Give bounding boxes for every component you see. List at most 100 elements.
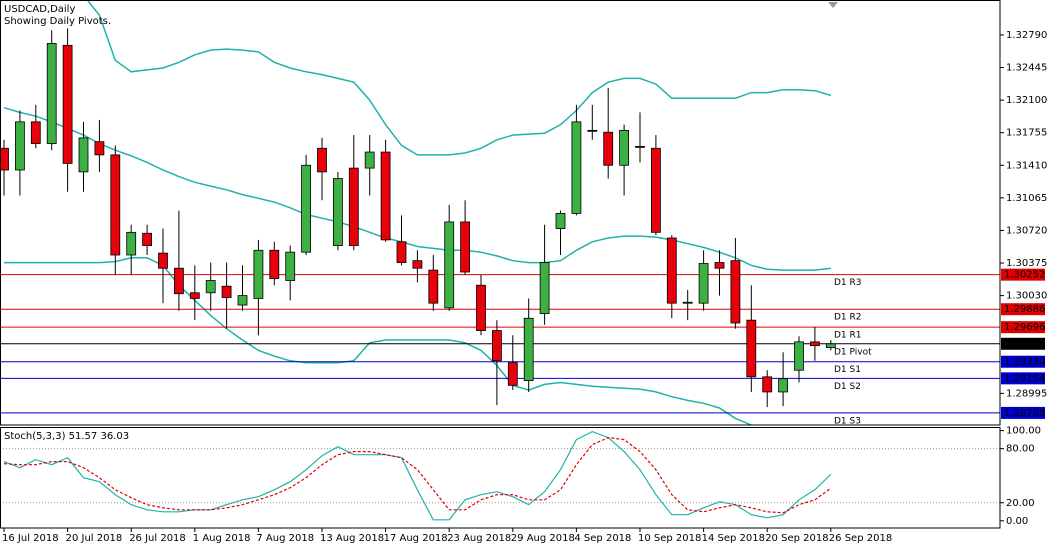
candle-body xyxy=(317,147,327,173)
candle-body xyxy=(539,262,550,314)
candle-body xyxy=(30,121,41,144)
stoch-frame xyxy=(0,427,1001,529)
candle-body xyxy=(0,147,9,171)
y-tick-label: 1.32445 xyxy=(1006,63,1047,74)
candle-body xyxy=(460,221,471,273)
candle-body xyxy=(396,241,407,263)
candle-body xyxy=(285,251,296,281)
candle-body xyxy=(714,262,725,269)
y-tick-label: 1.31410 xyxy=(1006,160,1047,171)
candle-body xyxy=(619,129,629,166)
x-tick-label: 14 Sep 2018 xyxy=(702,533,765,544)
candle-body xyxy=(778,378,788,393)
candle-body xyxy=(682,301,693,304)
candle-body xyxy=(142,232,153,246)
candle-body xyxy=(189,292,200,299)
candle-body xyxy=(428,269,439,304)
pivot-price-label: 1.29154 xyxy=(1004,373,1045,384)
candle-body xyxy=(173,267,184,295)
candle-body xyxy=(523,317,534,382)
candle-body xyxy=(14,121,25,171)
price-frame xyxy=(0,0,1001,426)
pivot-price-label: 1.29886 xyxy=(1004,304,1045,315)
candle-body xyxy=(603,131,614,166)
pivot-name: D1 S1 xyxy=(834,365,861,375)
x-tick-label: 13 Aug 2018 xyxy=(320,533,384,544)
y-tick-label: 1.31755 xyxy=(1006,128,1047,139)
x-tick-label: 20 Sep 2018 xyxy=(765,533,828,544)
stoch-panel xyxy=(0,430,1000,521)
pivot-price-label: 1.28788 xyxy=(1004,408,1045,419)
band-upper xyxy=(86,0,832,156)
candle-body xyxy=(746,319,757,378)
y-tick-label: 1.28995 xyxy=(1006,388,1047,399)
x-tick-label: 23 Aug 2018 xyxy=(447,533,511,544)
candle-body xyxy=(651,147,661,233)
pivot-price-box xyxy=(1001,355,1045,368)
candle-body xyxy=(476,284,486,331)
candle-body xyxy=(126,231,137,256)
y-tick-label: 20.00 xyxy=(1006,498,1035,509)
pivot-name: D1 S2 xyxy=(834,382,861,392)
stoch-title: Stoch(5,3,3) 51.57 36.03 xyxy=(4,431,129,442)
candle-body xyxy=(730,260,741,324)
stoch-line xyxy=(3,430,832,521)
candle-body xyxy=(237,295,248,306)
y-tick-label: 80.00 xyxy=(1006,444,1035,455)
pivot-price-box xyxy=(1001,321,1045,334)
candle-body xyxy=(412,260,423,269)
band-middle xyxy=(3,106,831,271)
candle-body xyxy=(62,44,73,164)
y-tick-label: 0.00 xyxy=(1006,516,1028,527)
price-panel xyxy=(0,0,1000,425)
candle-body xyxy=(46,43,57,144)
candle-body xyxy=(205,280,216,294)
x-tick-label: 17 Aug 2018 xyxy=(384,533,448,544)
candle-body xyxy=(332,178,343,246)
candle-body xyxy=(158,252,168,269)
candle-body xyxy=(555,213,566,229)
pivot-price-label: 1.29520 xyxy=(1004,339,1045,350)
y-tick-label: 1.32790 xyxy=(1006,30,1047,41)
chart-title: USDCAD,Daily xyxy=(4,4,75,15)
pivot-name: D1 R1 xyxy=(834,331,862,341)
pivot-name: D1 Pivot xyxy=(834,347,872,357)
y-tick-label: 1.30375 xyxy=(1006,258,1047,269)
candle-body xyxy=(110,154,121,256)
pivot-name: D1 S3 xyxy=(834,416,861,426)
y-tick-label: 1.32100 xyxy=(1006,95,1047,106)
x-tick-label: 29 Aug 2018 xyxy=(511,533,575,544)
x-tick-label: 26 Jul 2018 xyxy=(129,533,186,544)
shift-marker xyxy=(828,2,838,8)
pivot-price-box xyxy=(1001,372,1045,385)
candle-body xyxy=(587,129,598,132)
x-tick-label: 7 Aug 2018 xyxy=(256,533,314,544)
candle-body xyxy=(635,145,645,148)
pivot-name: D1 R3 xyxy=(834,278,862,288)
pivot-price-box xyxy=(1001,268,1045,281)
candle-body xyxy=(810,341,820,347)
y-tick-label: 1.30030 xyxy=(1006,291,1047,302)
pivot-price-label: 1.29330 xyxy=(1004,357,1045,368)
candle-body xyxy=(348,167,359,246)
x-tick-label: 4 Sep 2018 xyxy=(574,533,631,544)
chart-subtitle: Showing Daily Pivots. xyxy=(4,16,111,27)
y-tick-label: 1.31065 xyxy=(1006,193,1047,204)
pivot-price-label: 1.30252 xyxy=(1004,270,1045,281)
candle-body xyxy=(253,249,264,299)
pivot-price-label: 1.29696 xyxy=(1004,322,1045,333)
pivot-price-box xyxy=(1001,337,1045,350)
x-tick-label: 16 Jul 2018 xyxy=(2,533,59,544)
y-tick-label: 1.30720 xyxy=(1006,225,1047,236)
candle-body xyxy=(364,151,375,169)
pivot-price-box xyxy=(1001,406,1045,419)
candle-body xyxy=(444,221,455,309)
x-tick-label: 1 Aug 2018 xyxy=(193,533,251,544)
candle-body xyxy=(269,249,280,280)
candle-body xyxy=(571,121,582,214)
pivot-price-box xyxy=(1001,303,1045,316)
candle-body xyxy=(491,330,502,362)
candle-body xyxy=(380,151,391,241)
